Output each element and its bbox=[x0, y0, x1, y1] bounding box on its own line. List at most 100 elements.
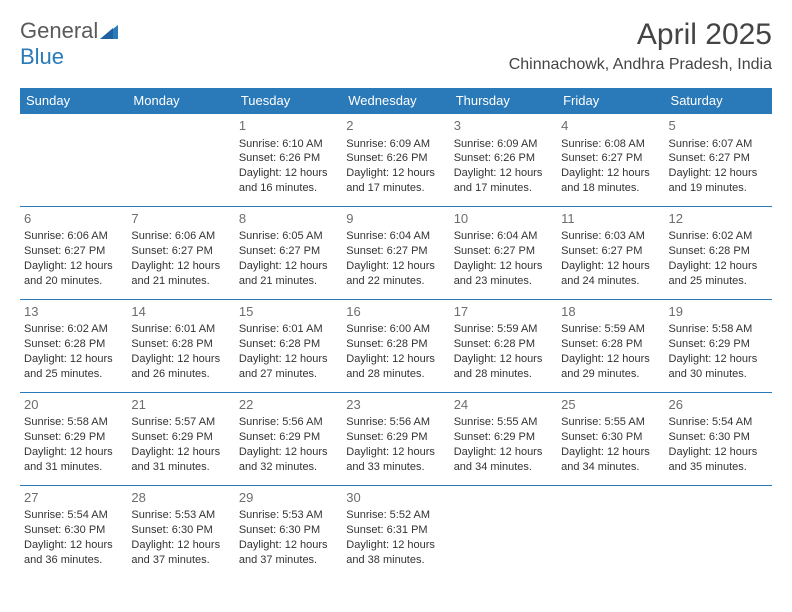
day-cell: 30Sunrise: 5:52 AMSunset: 6:31 PMDayligh… bbox=[342, 485, 449, 577]
daylight-text: Daylight: 12 hours and 25 minutes. bbox=[669, 259, 768, 289]
sunrise-text: Sunrise: 6:08 AM bbox=[561, 137, 660, 152]
sunset-text: Sunset: 6:27 PM bbox=[454, 244, 553, 259]
day-number: 3 bbox=[454, 117, 553, 135]
sunrise-text: Sunrise: 6:00 AM bbox=[346, 322, 445, 337]
sunset-text: Sunset: 6:30 PM bbox=[24, 523, 123, 538]
sunrise-text: Sunrise: 6:06 AM bbox=[131, 229, 230, 244]
day-number: 7 bbox=[131, 210, 230, 228]
day-cell: 7Sunrise: 6:06 AMSunset: 6:27 PMDaylight… bbox=[127, 206, 234, 299]
sunset-text: Sunset: 6:30 PM bbox=[561, 430, 660, 445]
calendar-week-row: 13Sunrise: 6:02 AMSunset: 6:28 PMDayligh… bbox=[20, 299, 772, 392]
daylight-text: Daylight: 12 hours and 21 minutes. bbox=[131, 259, 230, 289]
day-number: 1 bbox=[239, 117, 338, 135]
day-number: 27 bbox=[24, 489, 123, 507]
daylight-text: Daylight: 12 hours and 30 minutes. bbox=[669, 352, 768, 382]
daylight-text: Daylight: 12 hours and 18 minutes. bbox=[561, 166, 660, 196]
sunrise-text: Sunrise: 6:07 AM bbox=[669, 137, 768, 152]
calendar-week-row: 6Sunrise: 6:06 AMSunset: 6:27 PMDaylight… bbox=[20, 206, 772, 299]
empty-cell bbox=[557, 485, 664, 577]
sunset-text: Sunset: 6:31 PM bbox=[346, 523, 445, 538]
day-number: 19 bbox=[669, 303, 768, 321]
sunset-text: Sunset: 6:28 PM bbox=[239, 337, 338, 352]
daylight-text: Daylight: 12 hours and 16 minutes. bbox=[239, 166, 338, 196]
day-cell: 25Sunrise: 5:55 AMSunset: 6:30 PMDayligh… bbox=[557, 392, 664, 485]
day-cell: 4Sunrise: 6:08 AMSunset: 6:27 PMDaylight… bbox=[557, 114, 664, 207]
day-header: Sunday bbox=[20, 88, 127, 114]
day-cell: 14Sunrise: 6:01 AMSunset: 6:28 PMDayligh… bbox=[127, 299, 234, 392]
daylight-text: Daylight: 12 hours and 26 minutes. bbox=[131, 352, 230, 382]
daylight-text: Daylight: 12 hours and 27 minutes. bbox=[239, 352, 338, 382]
calendar-week-row: 27Sunrise: 5:54 AMSunset: 6:30 PM Dayligh… bbox=[20, 485, 772, 577]
day-cell: 12Sunrise: 6:02 AMSunset: 6:28 PMDayligh… bbox=[665, 206, 772, 299]
day-cell: 8Sunrise: 6:05 AMSunset: 6:27 PMDaylight… bbox=[235, 206, 342, 299]
day-number: 2 bbox=[346, 117, 445, 135]
sunrise-text: Sunrise: 5:59 AM bbox=[454, 322, 553, 337]
day-number: 21 bbox=[131, 396, 230, 414]
day-cell: 1Sunrise: 6:10 AMSunset: 6:26 PMDaylight… bbox=[235, 114, 342, 207]
day-cell: 21Sunrise: 5:57 AMSunset: 6:29 PMDayligh… bbox=[127, 392, 234, 485]
daylight-text: Daylight: 12 hours and 24 minutes. bbox=[561, 259, 660, 289]
day-number: 16 bbox=[346, 303, 445, 321]
daylight-text: Daylight: 12 hours and 37 minutes. bbox=[239, 538, 338, 568]
daylight-text: Daylight: 12 hours and 34 minutes. bbox=[561, 445, 660, 475]
sunset-text: Sunset: 6:27 PM bbox=[131, 244, 230, 259]
sunset-text: Sunset: 6:27 PM bbox=[346, 244, 445, 259]
day-number: 26 bbox=[669, 396, 768, 414]
day-number: 5 bbox=[669, 117, 768, 135]
empty-cell bbox=[665, 485, 772, 577]
daylight-text: Daylight: 12 hours and 38 minutes. bbox=[346, 538, 445, 568]
day-header: Friday bbox=[557, 88, 664, 114]
day-cell: 11Sunrise: 6:03 AMSunset: 6:27 PMDayligh… bbox=[557, 206, 664, 299]
day-cell: 3Sunrise: 6:09 AMSunset: 6:26 PMDaylight… bbox=[450, 114, 557, 207]
daylight-text: Daylight: 12 hours and 35 minutes. bbox=[669, 445, 768, 475]
sunset-text: Sunset: 6:26 PM bbox=[454, 151, 553, 166]
sunrise-text: Sunrise: 5:53 AM bbox=[239, 508, 338, 523]
day-number: 10 bbox=[454, 210, 553, 228]
sunrise-text: Sunrise: 5:58 AM bbox=[669, 322, 768, 337]
sunset-text: Sunset: 6:29 PM bbox=[131, 430, 230, 445]
sunset-text: Sunset: 6:28 PM bbox=[346, 337, 445, 352]
sunset-text: Sunset: 6:30 PM bbox=[669, 430, 768, 445]
day-cell: 22Sunrise: 5:56 AMSunset: 6:29 PMDayligh… bbox=[235, 392, 342, 485]
sunrise-text: Sunrise: 6:09 AM bbox=[346, 137, 445, 152]
calendar-week-row: 1Sunrise: 6:10 AMSunset: 6:26 PMDaylight… bbox=[20, 114, 772, 207]
day-number: 13 bbox=[24, 303, 123, 321]
day-number: 30 bbox=[346, 489, 445, 507]
day-header: Saturday bbox=[665, 88, 772, 114]
sunrise-text: Sunrise: 5:54 AM bbox=[24, 508, 123, 523]
day-number: 18 bbox=[561, 303, 660, 321]
logo-text-a: General bbox=[20, 18, 98, 44]
day-header: Wednesday bbox=[342, 88, 449, 114]
day-number: 6 bbox=[24, 210, 123, 228]
empty-cell bbox=[450, 485, 557, 577]
day-cell: 23Sunrise: 5:56 AMSunset: 6:29 PMDayligh… bbox=[342, 392, 449, 485]
header-right: April 2025 Chinnachowk, Andhra Pradesh, … bbox=[509, 18, 772, 74]
day-number: 28 bbox=[131, 489, 230, 507]
daylight-text: Daylight: 12 hours and 28 minutes. bbox=[346, 352, 445, 382]
day-number: 22 bbox=[239, 396, 338, 414]
day-cell: 20Sunrise: 5:58 AMSunset: 6:29 PMDayligh… bbox=[20, 392, 127, 485]
day-number: 17 bbox=[454, 303, 553, 321]
sunrise-text: Sunrise: 6:04 AM bbox=[454, 229, 553, 244]
sunset-text: Sunset: 6:26 PM bbox=[346, 151, 445, 166]
sunrise-text: Sunrise: 6:05 AM bbox=[239, 229, 338, 244]
day-cell: 5Sunrise: 6:07 AMSunset: 6:27 PMDaylight… bbox=[665, 114, 772, 207]
sunset-text: Sunset: 6:28 PM bbox=[131, 337, 230, 352]
sunset-text: Sunset: 6:27 PM bbox=[561, 244, 660, 259]
day-number: 4 bbox=[561, 117, 660, 135]
sunrise-text: Sunrise: 6:03 AM bbox=[561, 229, 660, 244]
day-number: 25 bbox=[561, 396, 660, 414]
location-label: Chinnachowk, Andhra Pradesh, India bbox=[509, 56, 772, 74]
day-cell: 2Sunrise: 6:09 AMSunset: 6:26 PMDaylight… bbox=[342, 114, 449, 207]
brand-logo: General bbox=[20, 18, 120, 44]
day-cell: 10Sunrise: 6:04 AMSunset: 6:27 PMDayligh… bbox=[450, 206, 557, 299]
day-header: Monday bbox=[127, 88, 234, 114]
day-cell: 26Sunrise: 5:54 AMSunset: 6:30 PMDayligh… bbox=[665, 392, 772, 485]
sunrise-text: Sunrise: 5:52 AM bbox=[346, 508, 445, 523]
daylight-text: Daylight: 12 hours and 29 minutes. bbox=[561, 352, 660, 382]
daylight-text: Daylight: 12 hours and 25 minutes. bbox=[24, 352, 123, 382]
sunset-text: Sunset: 6:27 PM bbox=[239, 244, 338, 259]
sunrise-text: Sunrise: 5:54 AM bbox=[669, 415, 768, 430]
day-cell: 9Sunrise: 6:04 AMSunset: 6:27 PMDaylight… bbox=[342, 206, 449, 299]
day-cell: 18Sunrise: 5:59 AMSunset: 6:28 PMDayligh… bbox=[557, 299, 664, 392]
